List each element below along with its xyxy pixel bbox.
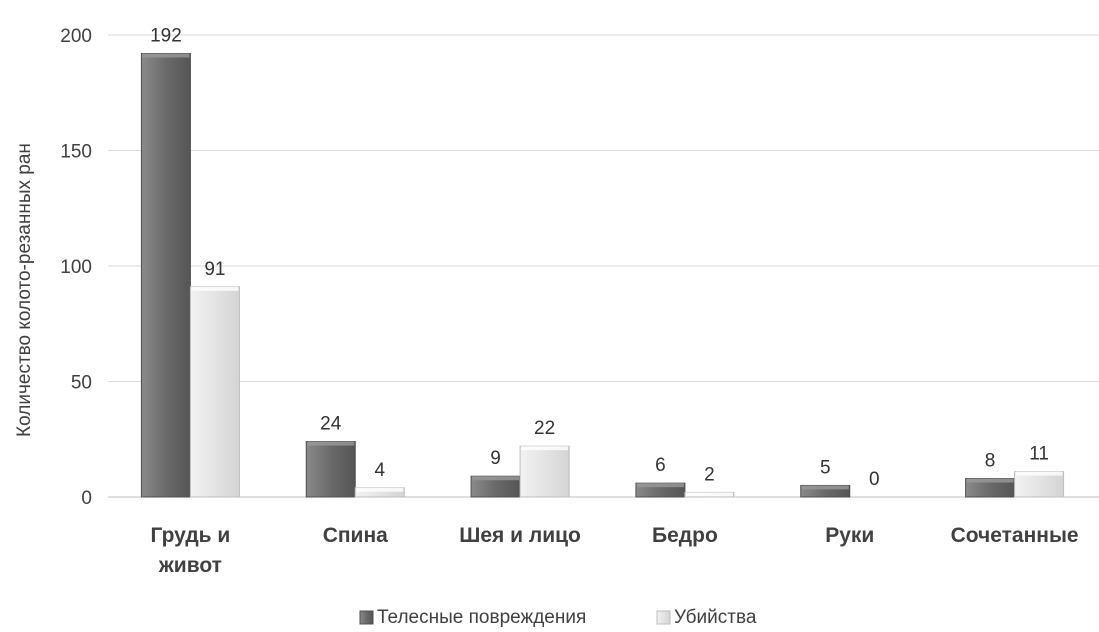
x-tick-label: Руки	[825, 524, 874, 547]
bar-bevel	[801, 485, 849, 490]
bar-bevel	[966, 478, 1014, 483]
data-label: 6	[655, 455, 666, 476]
bar-bevel	[191, 286, 239, 291]
gridlines	[108, 34, 1099, 498]
data-label: 91	[204, 259, 225, 280]
x-tick-label: Грудь и	[151, 524, 231, 547]
legend-label: Телесные повреждения	[377, 607, 586, 628]
legend-item: Убийства	[656, 607, 757, 628]
y-axis-title: Количество колото-резанных ран	[14, 143, 35, 437]
bar-bevel	[521, 446, 569, 451]
data-label: 2	[704, 464, 715, 485]
category-labels: Грудь и живот Спина Шея и лицо Бедро Руки Соче…	[151, 524, 1079, 577]
data-label: 22	[534, 418, 555, 439]
bar-bevel	[1015, 471, 1063, 476]
legend-item: Телесные повреждения	[359, 607, 586, 628]
y-tick-label: 150	[60, 142, 92, 163]
bar-bevel	[356, 487, 404, 492]
bars	[140, 52, 1065, 498]
bar-bevel	[636, 483, 684, 488]
x-tick-label: Сочетанные	[951, 524, 1079, 547]
x-tick-label: Спина	[323, 524, 388, 547]
bar-bevel	[307, 441, 355, 446]
x-tick-label: Шея и лицо	[459, 524, 581, 547]
bar	[305, 441, 356, 498]
bar-bevel	[472, 476, 520, 481]
data-label: 5	[820, 457, 831, 478]
y-tick-label: 100	[60, 257, 92, 278]
legend: Телесные повреждения Убийства	[359, 607, 757, 628]
data-label: 9	[490, 448, 501, 469]
legend-swatch	[359, 610, 374, 625]
bar-bevel	[142, 53, 190, 58]
y-tick-label: 200	[60, 26, 92, 47]
axes: 0 50 100 150 200	[60, 26, 92, 509]
bar	[519, 445, 570, 498]
data-label: 192	[150, 25, 182, 46]
bar	[140, 52, 191, 498]
data-label: 4	[374, 460, 385, 481]
legend-label: Убийства	[674, 607, 757, 628]
x-tick-label: Бедро	[652, 524, 718, 547]
bar-bevel	[685, 492, 733, 497]
data-labels: 192 91 24 4 9 22 6 2 5 0 8 11	[150, 25, 1049, 490]
data-label: 0	[869, 469, 880, 490]
y-tick-label: 0	[81, 488, 92, 509]
data-label: 8	[985, 451, 996, 472]
y-tick-label: 50	[71, 373, 92, 394]
data-label: 24	[320, 414, 342, 435]
x-tick-label: живот	[158, 554, 222, 577]
bar	[189, 286, 240, 498]
legend-swatch	[656, 610, 671, 625]
data-label: 11	[1029, 444, 1049, 465]
